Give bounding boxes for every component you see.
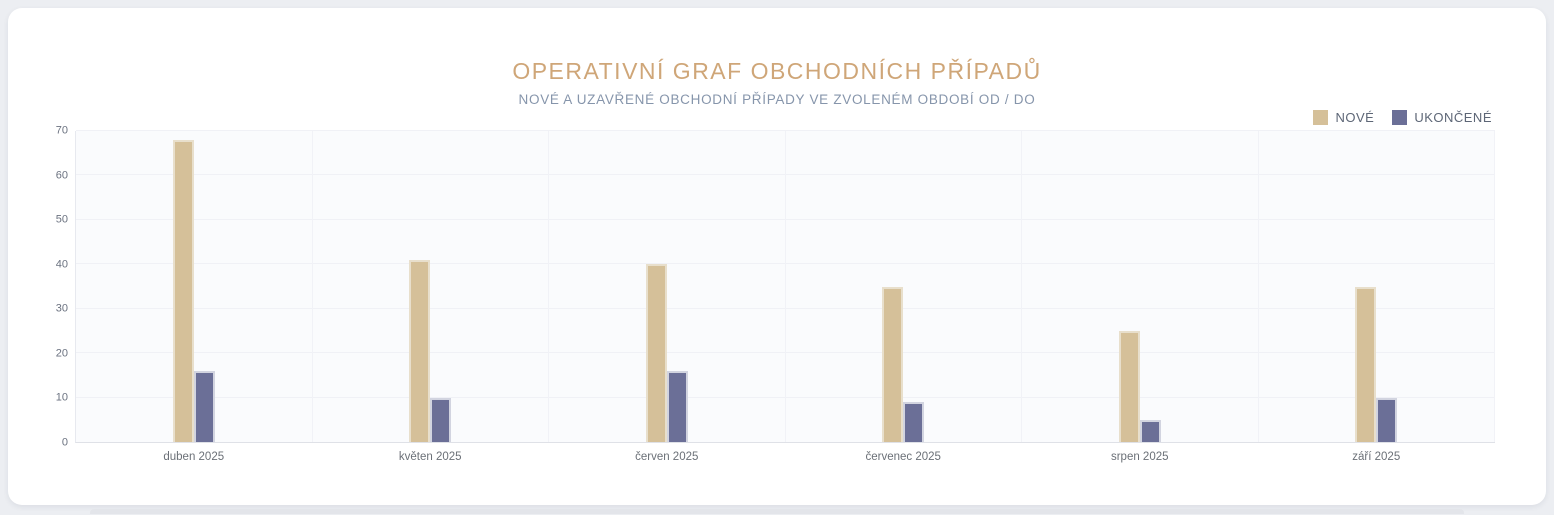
bar-group-cerven-2025 [645, 131, 688, 442]
bar-ukoncene-kveten-2025[interactable] [430, 397, 452, 442]
legend-label-nove: NOVÉ [1335, 110, 1375, 125]
bar-nove-cerven-2025[interactable] [645, 264, 667, 442]
bar-ukoncene-cervenec-2025[interactable] [903, 402, 925, 442]
legend-swatch-ukoncene [1392, 110, 1408, 125]
y-tick-label-70: 70 [55, 124, 68, 137]
plot-area: duben 2025 květen 2025 červen 2025 červenec… [75, 130, 1495, 463]
chart-title: OPERATIVNÍ GRAF OBCHODNÍCH PŘÍPADŮ [512, 58, 1042, 84]
gridline-70 [76, 130, 1495, 131]
x-tick-label-cerven-2025: červen 2025 [635, 451, 699, 463]
legend-item-nove[interactable]: NOVÉ [1313, 110, 1374, 125]
bar-nove-zari-2025[interactable] [1355, 286, 1377, 442]
y-tick-label-0: 0 [61, 436, 68, 449]
chart-subtitle: NOVÉ A UZAVŘENÉ OBCHODNÍ PŘÍPADY VE ZVOL… [518, 92, 1036, 107]
legend-label-ukoncene: UKONČENÉ [1414, 110, 1492, 125]
bar-ukoncene-duben-2025[interactable] [193, 370, 215, 442]
category-column-cerven-2025: červen 2025 [549, 131, 786, 463]
gridline-60 [76, 174, 1495, 176]
gridline-30 [76, 307, 1495, 309]
category-column-duben-2025: duben 2025 [76, 131, 313, 463]
y-tick-label-60: 60 [55, 169, 68, 182]
bar-group-srpen-2025 [1118, 131, 1161, 442]
bar-nove-srpen-2025[interactable] [1118, 330, 1140, 442]
bar-group-cervenec-2025 [882, 131, 925, 442]
gridline-40 [76, 263, 1495, 265]
y-tick-label-50: 50 [55, 213, 68, 226]
x-tick-label-srpen-2025: srpen 2025 [1110, 451, 1169, 463]
y-tick-label-20: 20 [55, 347, 68, 360]
category-column-cervenec-2025: červenec 2025 [786, 131, 1022, 463]
category-column-srpen-2025: srpen 2025 [1022, 131, 1259, 463]
bar-ukoncene-cerven-2025[interactable] [666, 370, 688, 442]
x-tick-label-kveten-2025: květen 2025 [398, 451, 462, 463]
bar-ukoncene-zari-2025[interactable] [1376, 397, 1398, 442]
bar-group-duben-2025 [172, 131, 215, 442]
next-section-edge [90, 509, 1464, 514]
chart-legend: NOVÉ UKONČENÉ [1313, 110, 1492, 125]
y-axis: 0 10 20 30 40 50 60 70 [8, 125, 68, 448]
category-column-zari-2025: září 2025 [1259, 131, 1495, 463]
y-tick-label-40: 40 [55, 258, 68, 271]
gridline-10 [76, 396, 1495, 398]
bar-nove-cervenec-2025[interactable] [882, 286, 904, 442]
bar-nove-duben-2025[interactable] [172, 139, 194, 442]
bar-nove-kveten-2025[interactable] [409, 259, 431, 442]
legend-item-ukoncene[interactable]: UKONČENÉ [1392, 110, 1492, 125]
y-tick-label-10: 10 [55, 391, 68, 404]
legend-swatch-nove [1313, 110, 1329, 125]
gridline-50 [76, 218, 1495, 220]
category-column-kveten-2025: květen 2025 [313, 131, 549, 463]
x-tick-label-cervenec-2025: červenec 2025 [865, 451, 941, 463]
y-tick-label-30: 30 [55, 302, 68, 315]
gridline-20 [76, 352, 1495, 354]
bar-group-kveten-2025 [409, 131, 452, 442]
x-tick-label-zari-2025: září 2025 [1352, 451, 1401, 463]
bar-ukoncene-srpen-2025[interactable] [1139, 419, 1161, 442]
bar-group-zari-2025 [1355, 131, 1398, 442]
chart-card: OPERATIVNÍ GRAF OBCHODNÍCH PŘÍPADŮ NOVÉ … [8, 8, 1546, 514]
x-tick-label-duben-2025: duben 2025 [163, 451, 225, 463]
